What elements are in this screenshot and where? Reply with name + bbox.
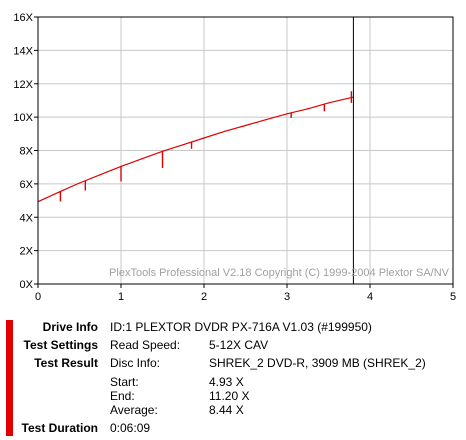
speed-point xyxy=(78,182,81,184)
report-accent-bar xyxy=(6,320,13,436)
speed-point xyxy=(99,174,101,176)
average-value: 8.44 X xyxy=(209,403,244,417)
y-tick-label: 0X xyxy=(20,279,34,291)
grid-lines xyxy=(37,16,454,285)
speed-curve-layer xyxy=(37,91,354,203)
read-speed-label: Read Speed: xyxy=(110,338,181,352)
speed-point xyxy=(286,113,288,115)
speed-point xyxy=(265,119,267,121)
speed-point xyxy=(244,124,247,127)
x-tick-label: 1 xyxy=(118,291,124,303)
y-tick-label: 2X xyxy=(20,246,34,258)
y-tick-label: 4X xyxy=(20,212,34,224)
y-tick-label: 16X xyxy=(13,12,33,24)
start-label: Start: xyxy=(110,375,139,389)
speed-point xyxy=(58,191,60,193)
start-value: 4.93 X xyxy=(209,375,244,389)
speed-point xyxy=(182,144,184,146)
end-label: End: xyxy=(110,389,135,403)
test-result-label: Test Result xyxy=(34,356,98,370)
speed-chart: 0X 2X 4X 6X 8X 10X 12X 14X 16X 0 1 2 3 4 5 PlexTools … xyxy=(13,12,456,303)
speed-point xyxy=(203,137,205,139)
y-tick-label: 6X xyxy=(20,179,34,191)
drive-info-value: ID:1 PLEXTOR DVDR PX-716A V1.03 (#199950… xyxy=(110,320,372,334)
x-tick-label: 2 xyxy=(201,291,207,303)
test-duration-label: Test Duration xyxy=(21,421,98,435)
end-value: 11.20 X xyxy=(209,389,250,403)
y-tick-label: 10X xyxy=(13,112,33,124)
speed-curve xyxy=(37,96,354,203)
speed-point xyxy=(307,108,309,110)
drive-info-label: Drive Info xyxy=(42,320,98,334)
disc-info-label: Disc Info: xyxy=(110,356,161,370)
y-tick-label: 14X xyxy=(13,45,33,57)
x-tick-label: 0 xyxy=(35,291,41,303)
read-speed-value: 5-12X CAV xyxy=(209,338,269,352)
average-label: Average: xyxy=(110,403,158,417)
y-tick-label: 12X xyxy=(13,79,33,91)
x-tick-label: 3 xyxy=(284,291,290,303)
test-settings-label: Test Settings xyxy=(23,338,98,352)
x-tick-label: 5 xyxy=(450,291,456,303)
y-tick-label: 8X xyxy=(20,146,34,158)
x-tick-label: 4 xyxy=(367,291,373,303)
test-duration-value: 0:06:09 xyxy=(110,421,151,435)
x-axis-ticks: 0 1 2 3 4 5 xyxy=(35,284,456,303)
speed-point xyxy=(327,102,330,104)
speed-point xyxy=(224,130,226,132)
disc-info-value: SHREK_2 DVD-R, 3909 MB (SHREK_2) xyxy=(209,356,426,370)
speed-point xyxy=(141,158,143,160)
copyright-annotation: PlexTools Professional V2.18 Copyright (… xyxy=(109,267,450,279)
y-axis-ticks: 0X 2X 4X 6X 8X 10X 12X 14X 16X xyxy=(13,12,38,291)
